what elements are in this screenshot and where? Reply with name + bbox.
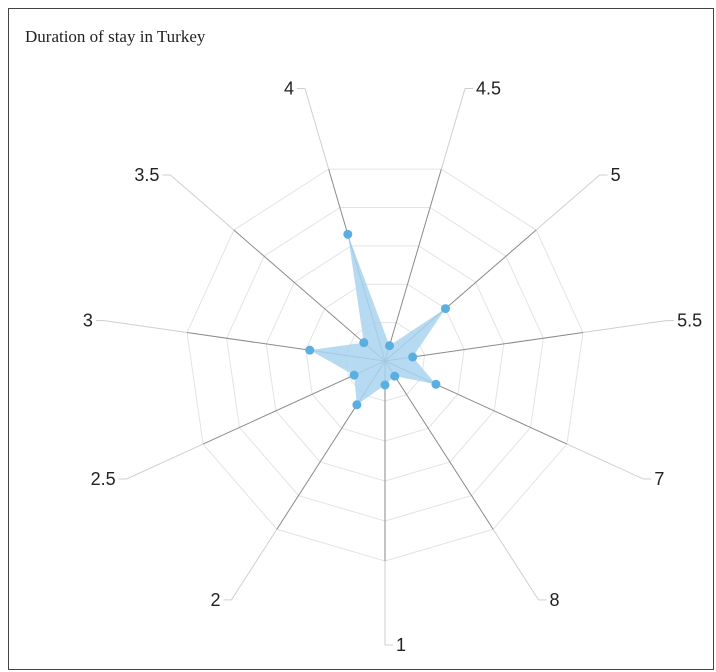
axis-label-4.5: 4.5 <box>476 79 501 99</box>
data-point-7 <box>431 379 441 389</box>
data-point-3 <box>305 345 315 355</box>
axis-label-5: 5 <box>611 165 621 185</box>
data-point-3.5 <box>359 338 369 348</box>
axis-line-3.5 <box>233 229 386 362</box>
radar-chart: 1 2 2.5 3 3.5 4 4.5 5 5.5 7 8 <box>83 79 702 655</box>
axis-label-2: 2 <box>210 590 220 610</box>
axis-label-4: 4 <box>284 79 294 99</box>
grid-ring <box>305 283 465 442</box>
axis-label-5.5: 5.5 <box>677 311 702 331</box>
grid-ring <box>226 206 544 522</box>
axis-leader-2.5 <box>126 443 204 480</box>
axis-label-3: 3 <box>83 311 93 331</box>
axis-leader-8 <box>492 528 539 601</box>
data-point-8 <box>390 371 400 381</box>
chart-title: Duration of stay in Turkey <box>25 27 206 46</box>
axis-leader-5 <box>535 174 600 231</box>
data-point-2.5 <box>349 370 359 380</box>
axis-label-8: 8 <box>550 590 560 610</box>
data-point-4 <box>343 229 353 239</box>
axis-leader-5.5 <box>582 320 667 334</box>
axis-line-8 <box>384 360 494 530</box>
axis-leader-4.5 <box>440 88 466 170</box>
axis-leader-7 <box>566 443 644 480</box>
axis-label-1: 1 <box>396 635 406 655</box>
data-point-2 <box>352 400 362 410</box>
axis-leader-2 <box>231 528 278 601</box>
grid-ring <box>265 245 505 482</box>
axis-line-5.5 <box>384 332 584 362</box>
axis-leader-3.5 <box>170 174 235 231</box>
data-point-1 <box>380 380 390 390</box>
axis-leader-4 <box>304 88 330 170</box>
axis-line-4.5 <box>384 168 442 362</box>
axis-label-3.5: 3.5 <box>134 165 159 185</box>
data-point-5 <box>440 304 450 314</box>
axis-label-2.5: 2.5 <box>91 469 116 489</box>
grid-ring <box>186 168 584 562</box>
grid <box>186 168 584 562</box>
axis-leader-3 <box>103 320 188 334</box>
data-point-5.5 <box>408 352 418 362</box>
axis-label-7: 7 <box>654 469 664 489</box>
series-area <box>309 234 446 405</box>
chart-frame: Duration of stay in Turkey 1 2 2.5 3 3.5 4 4.5… <box>8 8 714 670</box>
data-point-4.5 <box>385 341 395 351</box>
